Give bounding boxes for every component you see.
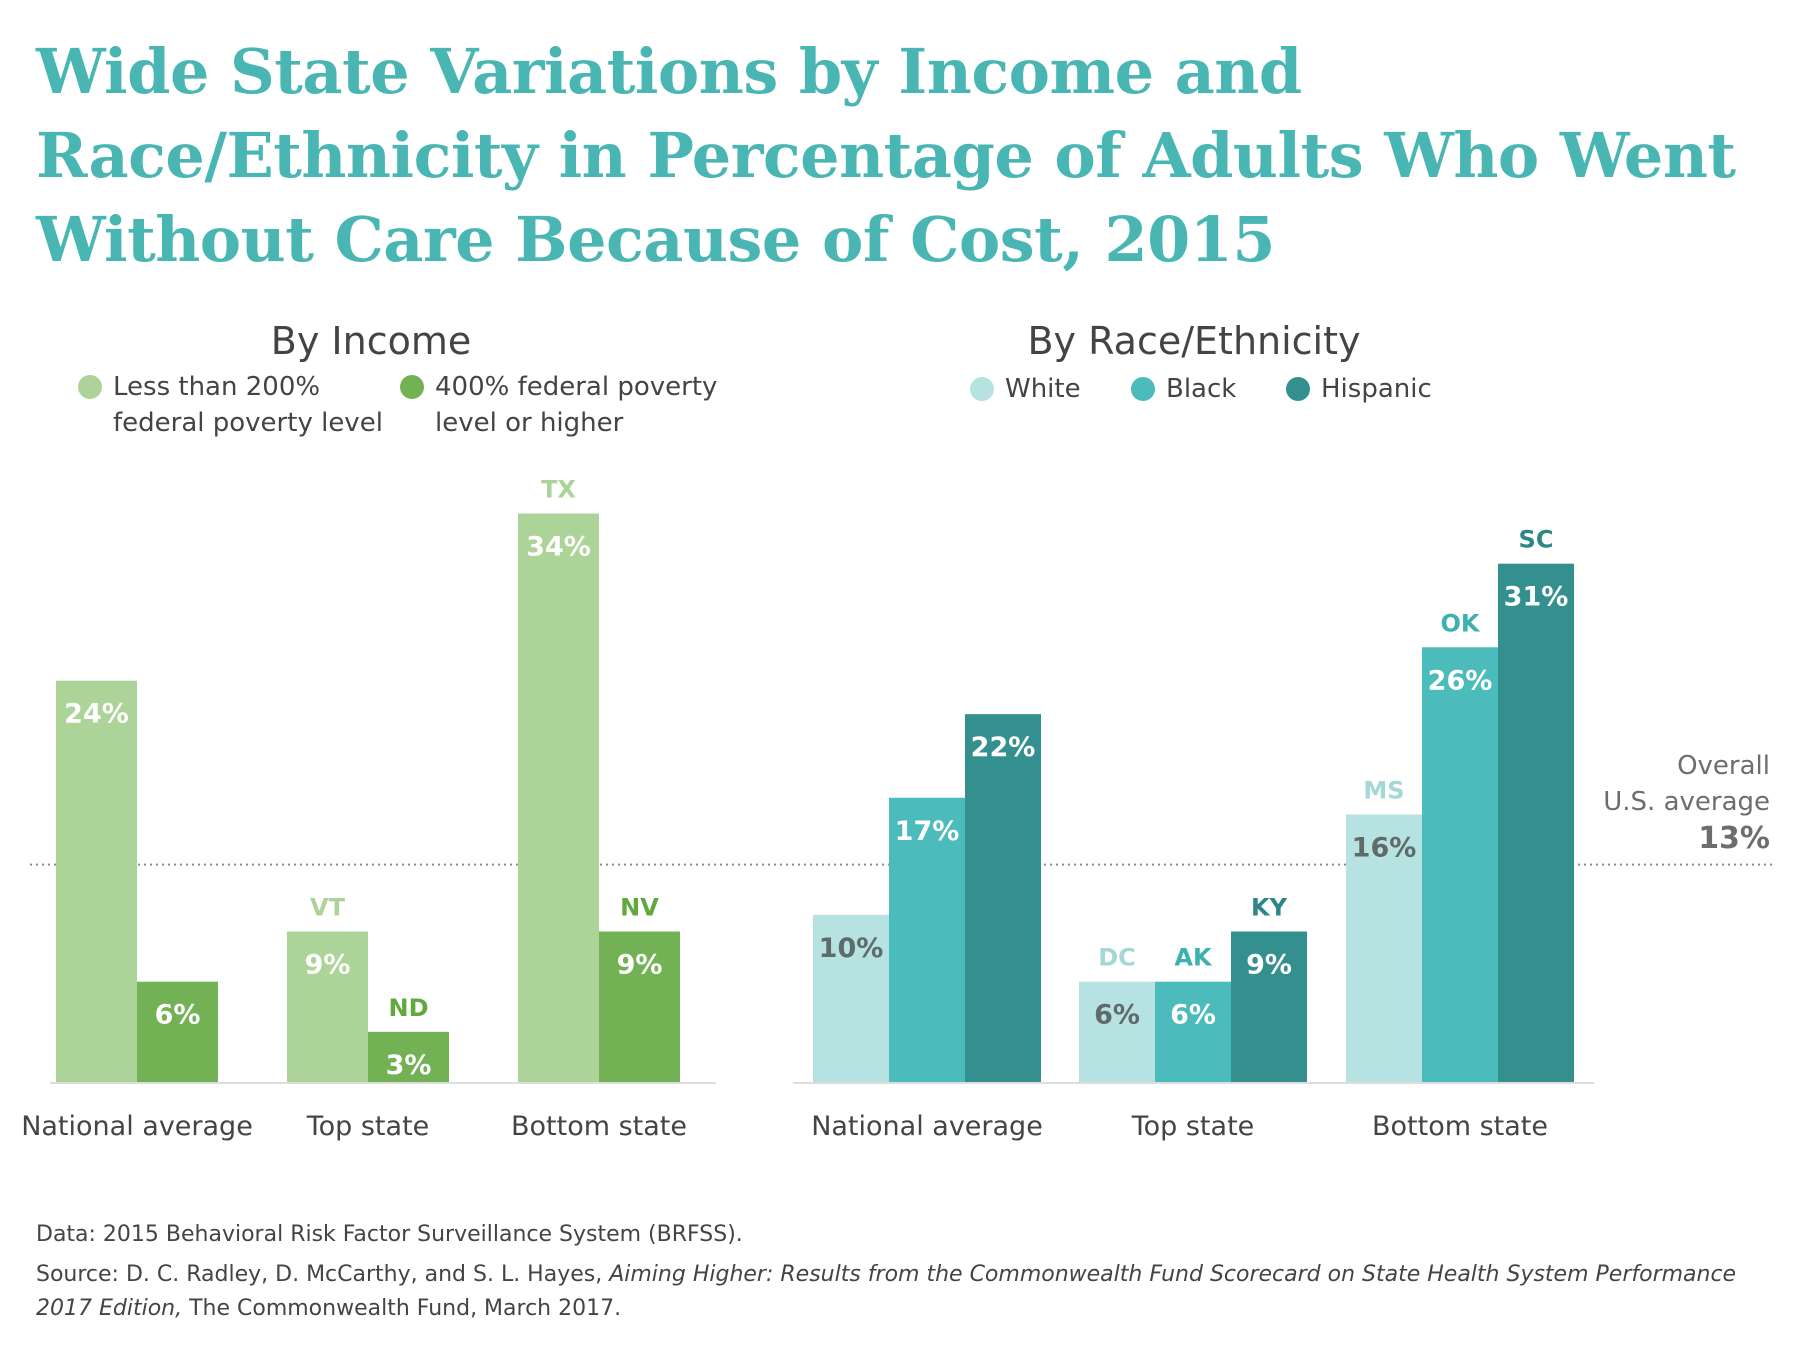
race-category-label: Top state [1131,1111,1255,1142]
source-note: Source: D. C. Radley, D. McCarthy, and S… [36,1258,1776,1326]
income-legend-label-0: Less than 200% [113,372,320,402]
race-bar [1422,647,1498,1082]
race-state-label: MS [1363,776,1404,804]
income-legend-marker-1 [400,375,424,399]
race-data-label: 10% [819,933,884,964]
race-bar [965,714,1041,1082]
income-legend-label-1: level or higher [435,408,624,438]
race-state-label: KY [1251,894,1288,922]
race-data-label: 6% [1094,1000,1140,1031]
income-bar [287,931,368,1082]
source-title: Aiming Higher: Results from the Commonwe… [36,1262,1737,1321]
race-legend-marker-1 [1131,377,1155,401]
race-data-label: 17% [895,816,960,847]
race-category-label: Bottom state [1372,1111,1548,1142]
race-data-label: 16% [1352,832,1417,863]
income-legend-label-0: federal poverty level [113,408,383,438]
income-data-label: 34% [526,532,591,563]
income-category-label: Bottom state [511,1111,687,1142]
source-suffix: The Commonwealth Fund, March 2017. [182,1296,622,1321]
race-legend-label-2: Hispanic [1321,374,1432,404]
race-bar [1079,981,1155,1082]
data-note: Data: 2015 Behavioral Risk Factor Survei… [36,1222,743,1247]
race-data-label: 6% [1170,1000,1216,1031]
race-category-label: National average [811,1111,1043,1142]
race-state-label: SC [1519,526,1554,554]
race-state-label: AK [1174,944,1213,972]
income-state-label: ND [388,994,428,1022]
income-data-label: 9% [305,950,351,981]
race-bar [813,914,889,1082]
income-bar [599,931,680,1082]
race-data-label: 22% [971,732,1036,763]
income-data-label: 9% [617,950,663,981]
income-bar [137,981,218,1082]
footnotes: Data: 2015 Behavioral Risk Factor Survei… [36,1218,1776,1332]
race-legend-marker-2 [1286,377,1310,401]
race-data-label: 26% [1428,665,1493,696]
income-subtitle: By Income [271,319,471,363]
race-legend-label-1: Black [1166,374,1236,404]
income-bar [518,513,599,1082]
reference-label: U.S. average [1603,787,1770,817]
income-state-label: VT [310,894,346,922]
income-state-label: NV [620,894,659,922]
race-bar [1231,931,1307,1082]
race-bar [1498,563,1574,1082]
income-data-label: 24% [64,699,129,730]
race-subtitle: By Race/Ethnicity [1027,319,1360,363]
race-legend-marker-0 [970,377,994,401]
race-bar [1346,814,1422,1082]
chart-title: Wide State Variations by Income and Race… [36,35,1736,276]
reference-value: 13% [1698,821,1770,856]
income-data-label: 6% [155,1000,201,1031]
income-state-label: TX [541,476,576,504]
income-data-label: 3% [386,1050,432,1081]
income-category-label: National average [21,1111,253,1142]
race-bar [889,797,965,1082]
reference-label: Overall [1677,751,1770,781]
source-prefix: Source: D. C. Radley, D. McCarthy, and S… [36,1262,610,1287]
race-state-label: DC [1098,944,1136,972]
income-category-label: Top state [306,1111,430,1142]
income-legend-marker-0 [78,375,102,399]
income-bar [56,680,137,1082]
income-bar [368,1031,449,1082]
race-bar [1155,981,1231,1082]
income-legend-label-1: 400% federal poverty [435,372,717,402]
race-data-label: 31% [1504,582,1569,613]
race-data-label: 9% [1246,950,1292,981]
race-state-label: OK [1441,609,1481,637]
race-legend-label-0: White [1005,374,1081,404]
